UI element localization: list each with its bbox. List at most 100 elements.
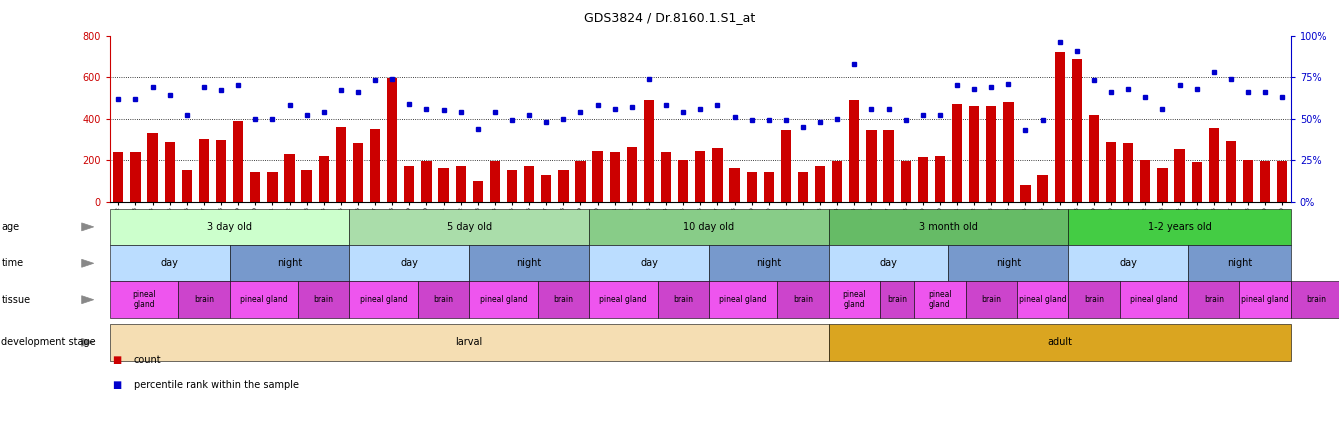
Text: pineal gland: pineal gland: [1019, 295, 1066, 304]
Bar: [1192, 163, 1202, 202]
Bar: [695, 151, 706, 202]
Bar: [986, 106, 996, 202]
Bar: [935, 156, 945, 202]
Text: brain: brain: [1204, 295, 1224, 304]
Bar: [182, 170, 191, 202]
Text: 3 month old: 3 month old: [919, 222, 977, 232]
Bar: [884, 130, 893, 202]
Text: pineal gland: pineal gland: [719, 295, 767, 304]
Bar: [592, 151, 603, 202]
Bar: [1055, 52, 1065, 202]
Text: brain: brain: [674, 295, 694, 304]
Bar: [319, 156, 329, 202]
Text: brain: brain: [1307, 295, 1327, 304]
Text: age: age: [1, 222, 20, 232]
Bar: [832, 162, 842, 202]
Text: 5 day old: 5 day old: [447, 222, 491, 232]
Bar: [455, 166, 466, 202]
Text: day: day: [1119, 258, 1137, 268]
Bar: [627, 147, 637, 202]
Bar: [1089, 115, 1099, 202]
Bar: [1277, 162, 1287, 202]
Bar: [678, 160, 688, 202]
Text: day: day: [880, 258, 897, 268]
Bar: [1243, 160, 1253, 202]
Bar: [130, 152, 141, 202]
Bar: [747, 172, 757, 202]
Bar: [438, 168, 449, 202]
Text: pineal
gland: pineal gland: [842, 290, 866, 309]
Bar: [1141, 160, 1150, 202]
Text: night: night: [757, 258, 782, 268]
Bar: [576, 162, 585, 202]
Bar: [1071, 59, 1082, 202]
Text: brain: brain: [888, 295, 907, 304]
Bar: [524, 166, 534, 202]
Bar: [216, 139, 226, 202]
Text: brain: brain: [793, 295, 813, 304]
Text: brain: brain: [1085, 295, 1103, 304]
Text: count: count: [134, 355, 162, 365]
Text: ■: ■: [112, 380, 122, 390]
Text: tissue: tissue: [1, 295, 31, 305]
Bar: [866, 130, 877, 202]
Text: night: night: [277, 258, 303, 268]
Text: brain: brain: [313, 295, 333, 304]
Bar: [541, 175, 552, 202]
Bar: [147, 133, 158, 202]
Text: time: time: [1, 258, 24, 268]
Bar: [336, 127, 345, 202]
Bar: [490, 162, 499, 202]
Bar: [798, 172, 809, 202]
Bar: [901, 162, 911, 202]
Text: ■: ■: [112, 355, 122, 365]
Bar: [165, 142, 175, 202]
Text: GDS3824 / Dr.8160.1.S1_at: GDS3824 / Dr.8160.1.S1_at: [584, 11, 755, 24]
Text: pineal
gland: pineal gland: [928, 290, 952, 309]
Bar: [198, 139, 209, 202]
Bar: [284, 154, 295, 202]
Bar: [1260, 162, 1271, 202]
Text: day: day: [640, 258, 657, 268]
Bar: [1020, 186, 1031, 202]
Bar: [370, 129, 380, 202]
Text: brain: brain: [981, 295, 1002, 304]
Bar: [268, 172, 277, 202]
Bar: [969, 106, 979, 202]
Bar: [1038, 175, 1047, 202]
Bar: [849, 100, 860, 202]
Text: night: night: [1227, 258, 1252, 268]
Bar: [404, 166, 415, 202]
Text: pineal gland: pineal gland: [360, 295, 407, 304]
Text: 1-2 years old: 1-2 years old: [1148, 222, 1212, 232]
Bar: [712, 148, 723, 202]
Bar: [609, 152, 620, 202]
Text: pineal gland: pineal gland: [1130, 295, 1178, 304]
Text: development stage: development stage: [1, 337, 96, 347]
Bar: [917, 157, 928, 202]
Bar: [1106, 142, 1117, 202]
Text: pineal gland: pineal gland: [1241, 295, 1289, 304]
Text: day: day: [161, 258, 178, 268]
Bar: [250, 172, 260, 202]
Text: night: night: [517, 258, 542, 268]
Text: brain: brain: [194, 295, 214, 304]
Text: adult: adult: [1047, 337, 1073, 347]
Bar: [473, 181, 483, 202]
Text: brain: brain: [434, 295, 454, 304]
Text: 10 day old: 10 day old: [683, 222, 734, 232]
Bar: [1174, 149, 1185, 202]
Bar: [763, 172, 774, 202]
Bar: [114, 152, 123, 202]
Bar: [507, 170, 517, 202]
Bar: [730, 168, 739, 202]
Bar: [952, 104, 963, 202]
Bar: [1209, 128, 1218, 202]
Bar: [1003, 102, 1014, 202]
Bar: [301, 170, 312, 202]
Text: night: night: [996, 258, 1022, 268]
Bar: [661, 152, 671, 202]
Bar: [815, 166, 825, 202]
Text: pineal gland: pineal gland: [600, 295, 647, 304]
Text: pineal
gland: pineal gland: [133, 290, 155, 309]
